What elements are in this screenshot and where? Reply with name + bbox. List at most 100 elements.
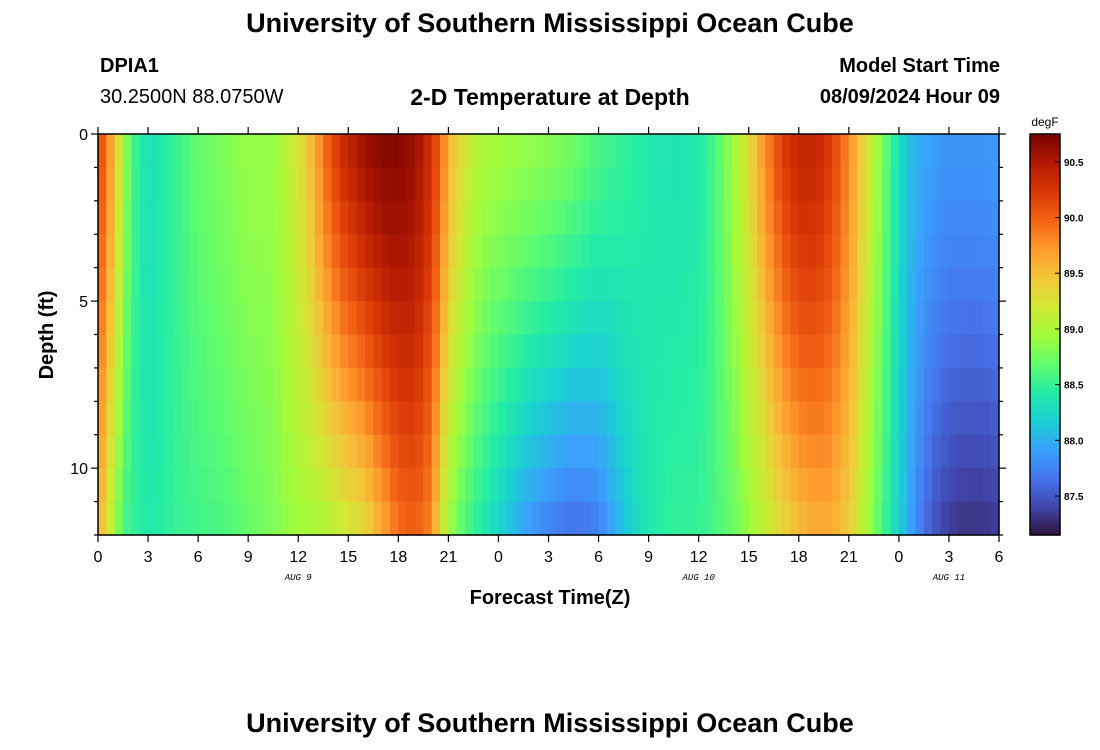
heatmap-cell bbox=[840, 234, 850, 269]
heatmap-cell bbox=[932, 367, 942, 402]
heatmap-cell bbox=[356, 401, 366, 436]
colorbar-segment bbox=[1030, 531, 1060, 536]
heatmap-cell bbox=[965, 468, 975, 503]
heatmap-cell bbox=[623, 134, 633, 169]
heatmap-cell bbox=[890, 134, 900, 169]
heatmap-cell bbox=[798, 267, 808, 302]
heatmap-cell bbox=[673, 434, 683, 469]
colorbar-segment bbox=[1030, 304, 1060, 309]
heatmap-cell bbox=[882, 434, 892, 469]
heatmap-cell bbox=[857, 167, 867, 202]
heatmap-cell bbox=[506, 167, 516, 202]
heatmap-cell bbox=[648, 167, 658, 202]
heatmap-cell bbox=[548, 134, 558, 169]
heatmap-cell bbox=[381, 134, 391, 169]
heatmap-cell bbox=[156, 200, 166, 235]
heatmap-cell bbox=[148, 267, 157, 302]
heatmap-cell bbox=[790, 234, 800, 269]
heatmap-cell bbox=[306, 334, 316, 369]
heatmap-cell bbox=[631, 301, 641, 336]
heatmap-cell bbox=[306, 234, 316, 269]
heatmap-cell bbox=[381, 401, 391, 436]
heatmap-cell bbox=[331, 134, 341, 169]
heatmap-cell bbox=[656, 200, 666, 235]
heatmap-cell bbox=[348, 468, 358, 503]
heatmap-cell bbox=[131, 200, 141, 235]
date-label: AUG 9 bbox=[284, 573, 313, 583]
heatmap-cell bbox=[540, 301, 550, 336]
heatmap-cell bbox=[98, 167, 107, 202]
heatmap-cell bbox=[398, 301, 408, 336]
heatmap-cell bbox=[465, 468, 475, 503]
heatmap-cell bbox=[131, 234, 141, 269]
heatmap-cell bbox=[523, 134, 533, 169]
heatmap-cell bbox=[690, 200, 700, 235]
heatmap-cell bbox=[456, 367, 466, 402]
heatmap-cell bbox=[848, 301, 858, 336]
colorbar-frame bbox=[1029, 133, 1061, 536]
heatmap-cell bbox=[473, 334, 483, 369]
heatmap-cell bbox=[973, 134, 983, 169]
heatmap-cell bbox=[890, 234, 900, 269]
heatmap-cell bbox=[982, 401, 992, 436]
heatmap-cell bbox=[782, 301, 792, 336]
x-tick-label: 18 bbox=[790, 549, 808, 566]
heatmap-cell bbox=[415, 301, 424, 336]
heatmap-cell bbox=[415, 468, 424, 503]
heatmap-cell bbox=[490, 501, 500, 536]
heatmap-cell bbox=[440, 334, 449, 369]
heatmap-cell bbox=[573, 200, 583, 235]
heatmap-cell bbox=[406, 200, 416, 235]
heatmap-cell bbox=[807, 134, 817, 169]
heatmap-cell bbox=[373, 367, 383, 402]
heatmap-cell bbox=[882, 468, 892, 503]
heatmap-cell bbox=[807, 234, 817, 269]
heatmap-cell bbox=[798, 200, 808, 235]
heatmap-cell bbox=[139, 267, 149, 302]
heatmap-cell bbox=[807, 167, 817, 202]
heatmap-cell bbox=[540, 367, 550, 402]
heatmap-cell bbox=[523, 468, 533, 503]
heatmap-cell bbox=[681, 401, 691, 436]
heatmap-cell bbox=[606, 134, 616, 169]
heatmap-cell bbox=[298, 501, 308, 536]
heatmap-cell bbox=[598, 468, 608, 503]
heatmap-cell bbox=[723, 234, 733, 269]
heatmap-cell bbox=[907, 334, 917, 369]
heatmap-cell bbox=[206, 234, 216, 269]
heatmap-cell bbox=[957, 334, 967, 369]
heatmap-cell bbox=[181, 301, 191, 336]
heatmap-cell bbox=[506, 267, 516, 302]
heatmap-cells bbox=[98, 134, 1000, 536]
heatmap-cell bbox=[273, 167, 283, 202]
heatmap-cell bbox=[181, 167, 191, 202]
heatmap-cell bbox=[473, 367, 483, 402]
heatmap-cell bbox=[406, 367, 416, 402]
heatmap-cell bbox=[807, 367, 817, 402]
heatmap-cell bbox=[114, 401, 124, 436]
heatmap-cell bbox=[339, 200, 349, 235]
heatmap-cell bbox=[498, 267, 508, 302]
heatmap-cell bbox=[873, 267, 883, 302]
heatmap-cell bbox=[306, 501, 316, 536]
heatmap-cell bbox=[848, 267, 858, 302]
x-tick-label: 12 bbox=[690, 549, 708, 566]
heatmap-cell bbox=[923, 267, 933, 302]
heatmap-cell bbox=[648, 200, 658, 235]
heatmap-cell bbox=[364, 200, 374, 235]
heatmap-cell bbox=[648, 367, 658, 402]
heatmap-cell bbox=[98, 334, 107, 369]
colorbar-segment bbox=[1030, 444, 1060, 449]
heatmap-cell bbox=[98, 267, 107, 302]
colorbar-segment bbox=[1030, 147, 1060, 152]
heatmap-cell bbox=[373, 501, 383, 536]
heatmap-cell bbox=[298, 200, 308, 235]
heatmap-cell bbox=[523, 301, 533, 336]
heatmap-cell bbox=[932, 301, 942, 336]
heatmap-cell bbox=[448, 267, 458, 302]
heatmap-cell bbox=[273, 401, 283, 436]
heatmap-cell bbox=[982, 468, 992, 503]
heatmap-cell bbox=[715, 167, 725, 202]
heatmap-cell bbox=[123, 367, 132, 402]
heatmap-cell bbox=[181, 267, 191, 302]
